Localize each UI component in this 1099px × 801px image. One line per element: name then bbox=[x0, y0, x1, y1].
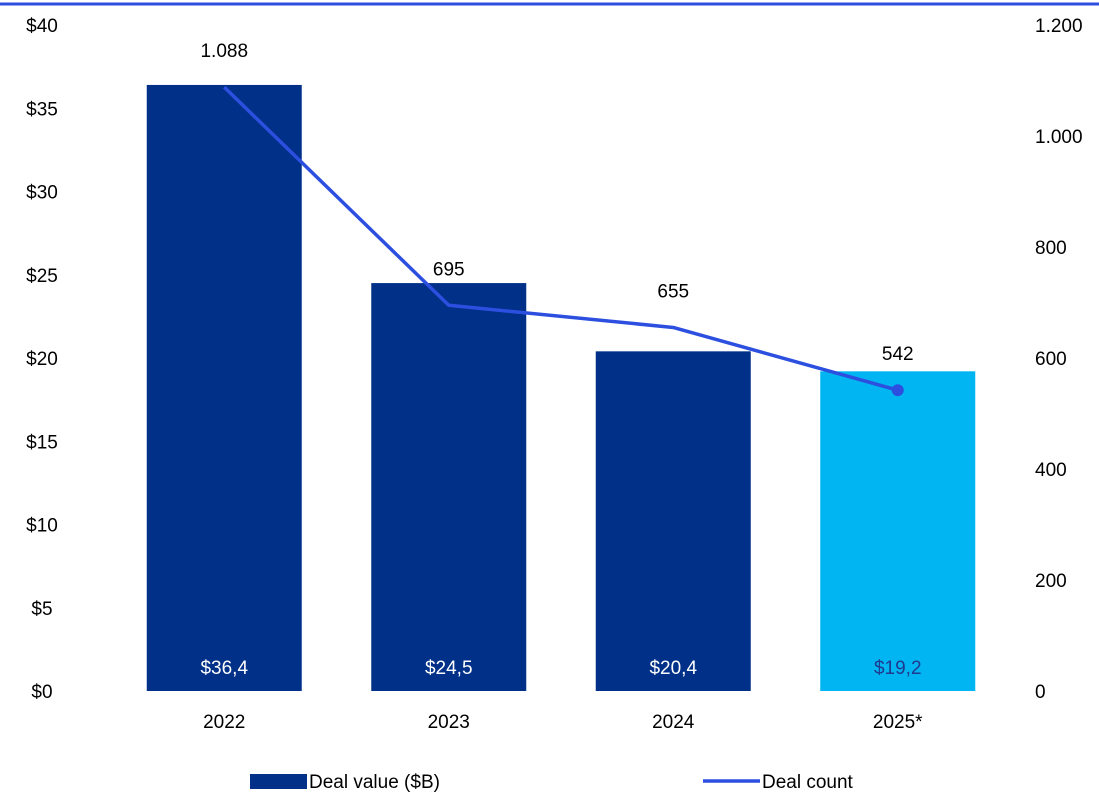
left-axis-tick-label: $10 bbox=[26, 516, 58, 537]
line-end-marker bbox=[891, 384, 904, 397]
left-axis-tick-label: $25 bbox=[26, 266, 58, 287]
x-axis-tick-label: 2025* bbox=[873, 712, 923, 733]
bar-value-label: $36,4 bbox=[200, 658, 248, 679]
left-axis-tick-label: $40 bbox=[26, 16, 58, 37]
line-point-label: 542 bbox=[882, 344, 914, 365]
bar-value-label: $20,4 bbox=[649, 658, 697, 679]
left-axis-tick-label: $35 bbox=[26, 99, 58, 120]
line-series bbox=[223, 85, 899, 392]
legend-label: Deal count bbox=[762, 772, 854, 793]
right-axis-tick-label: 200 bbox=[1035, 571, 1067, 592]
right-axis-tick-label: 800 bbox=[1035, 238, 1067, 259]
bar bbox=[146, 84, 302, 691]
right-axis-tick-label: 1.200 bbox=[1035, 16, 1083, 37]
right-axis-tick-label: 400 bbox=[1035, 460, 1067, 481]
line-point-label: 1.088 bbox=[200, 41, 248, 62]
bar bbox=[820, 371, 976, 691]
left-axis-tick-label: $15 bbox=[26, 432, 58, 453]
bar bbox=[595, 351, 751, 691]
line-point-label: 695 bbox=[433, 259, 465, 280]
x-axis-tick-label: 2024 bbox=[652, 712, 695, 733]
bar-value-label: $24,5 bbox=[425, 658, 473, 679]
right-axis-tick-label: 0 bbox=[1035, 682, 1046, 703]
left-axis-tick-label: $5 bbox=[31, 599, 52, 620]
x-axis-tick-label: 2022 bbox=[203, 712, 245, 733]
left-axis-tick-label: $0 bbox=[31, 682, 52, 703]
right-axis-tick-label: 600 bbox=[1035, 349, 1067, 370]
legend-label: Deal value ($B) bbox=[309, 772, 440, 793]
bar-value-label: $19,2 bbox=[874, 658, 922, 679]
left-axis-tick-label: $30 bbox=[26, 183, 58, 204]
legend-bar-swatch bbox=[250, 774, 307, 789]
line-point-label: 655 bbox=[657, 281, 689, 302]
bar bbox=[371, 283, 527, 691]
right-axis-tick-label: 1.000 bbox=[1035, 127, 1083, 148]
left-axis-tick-label: $20 bbox=[26, 349, 58, 370]
x-axis-tick-label: 2023 bbox=[428, 712, 470, 733]
